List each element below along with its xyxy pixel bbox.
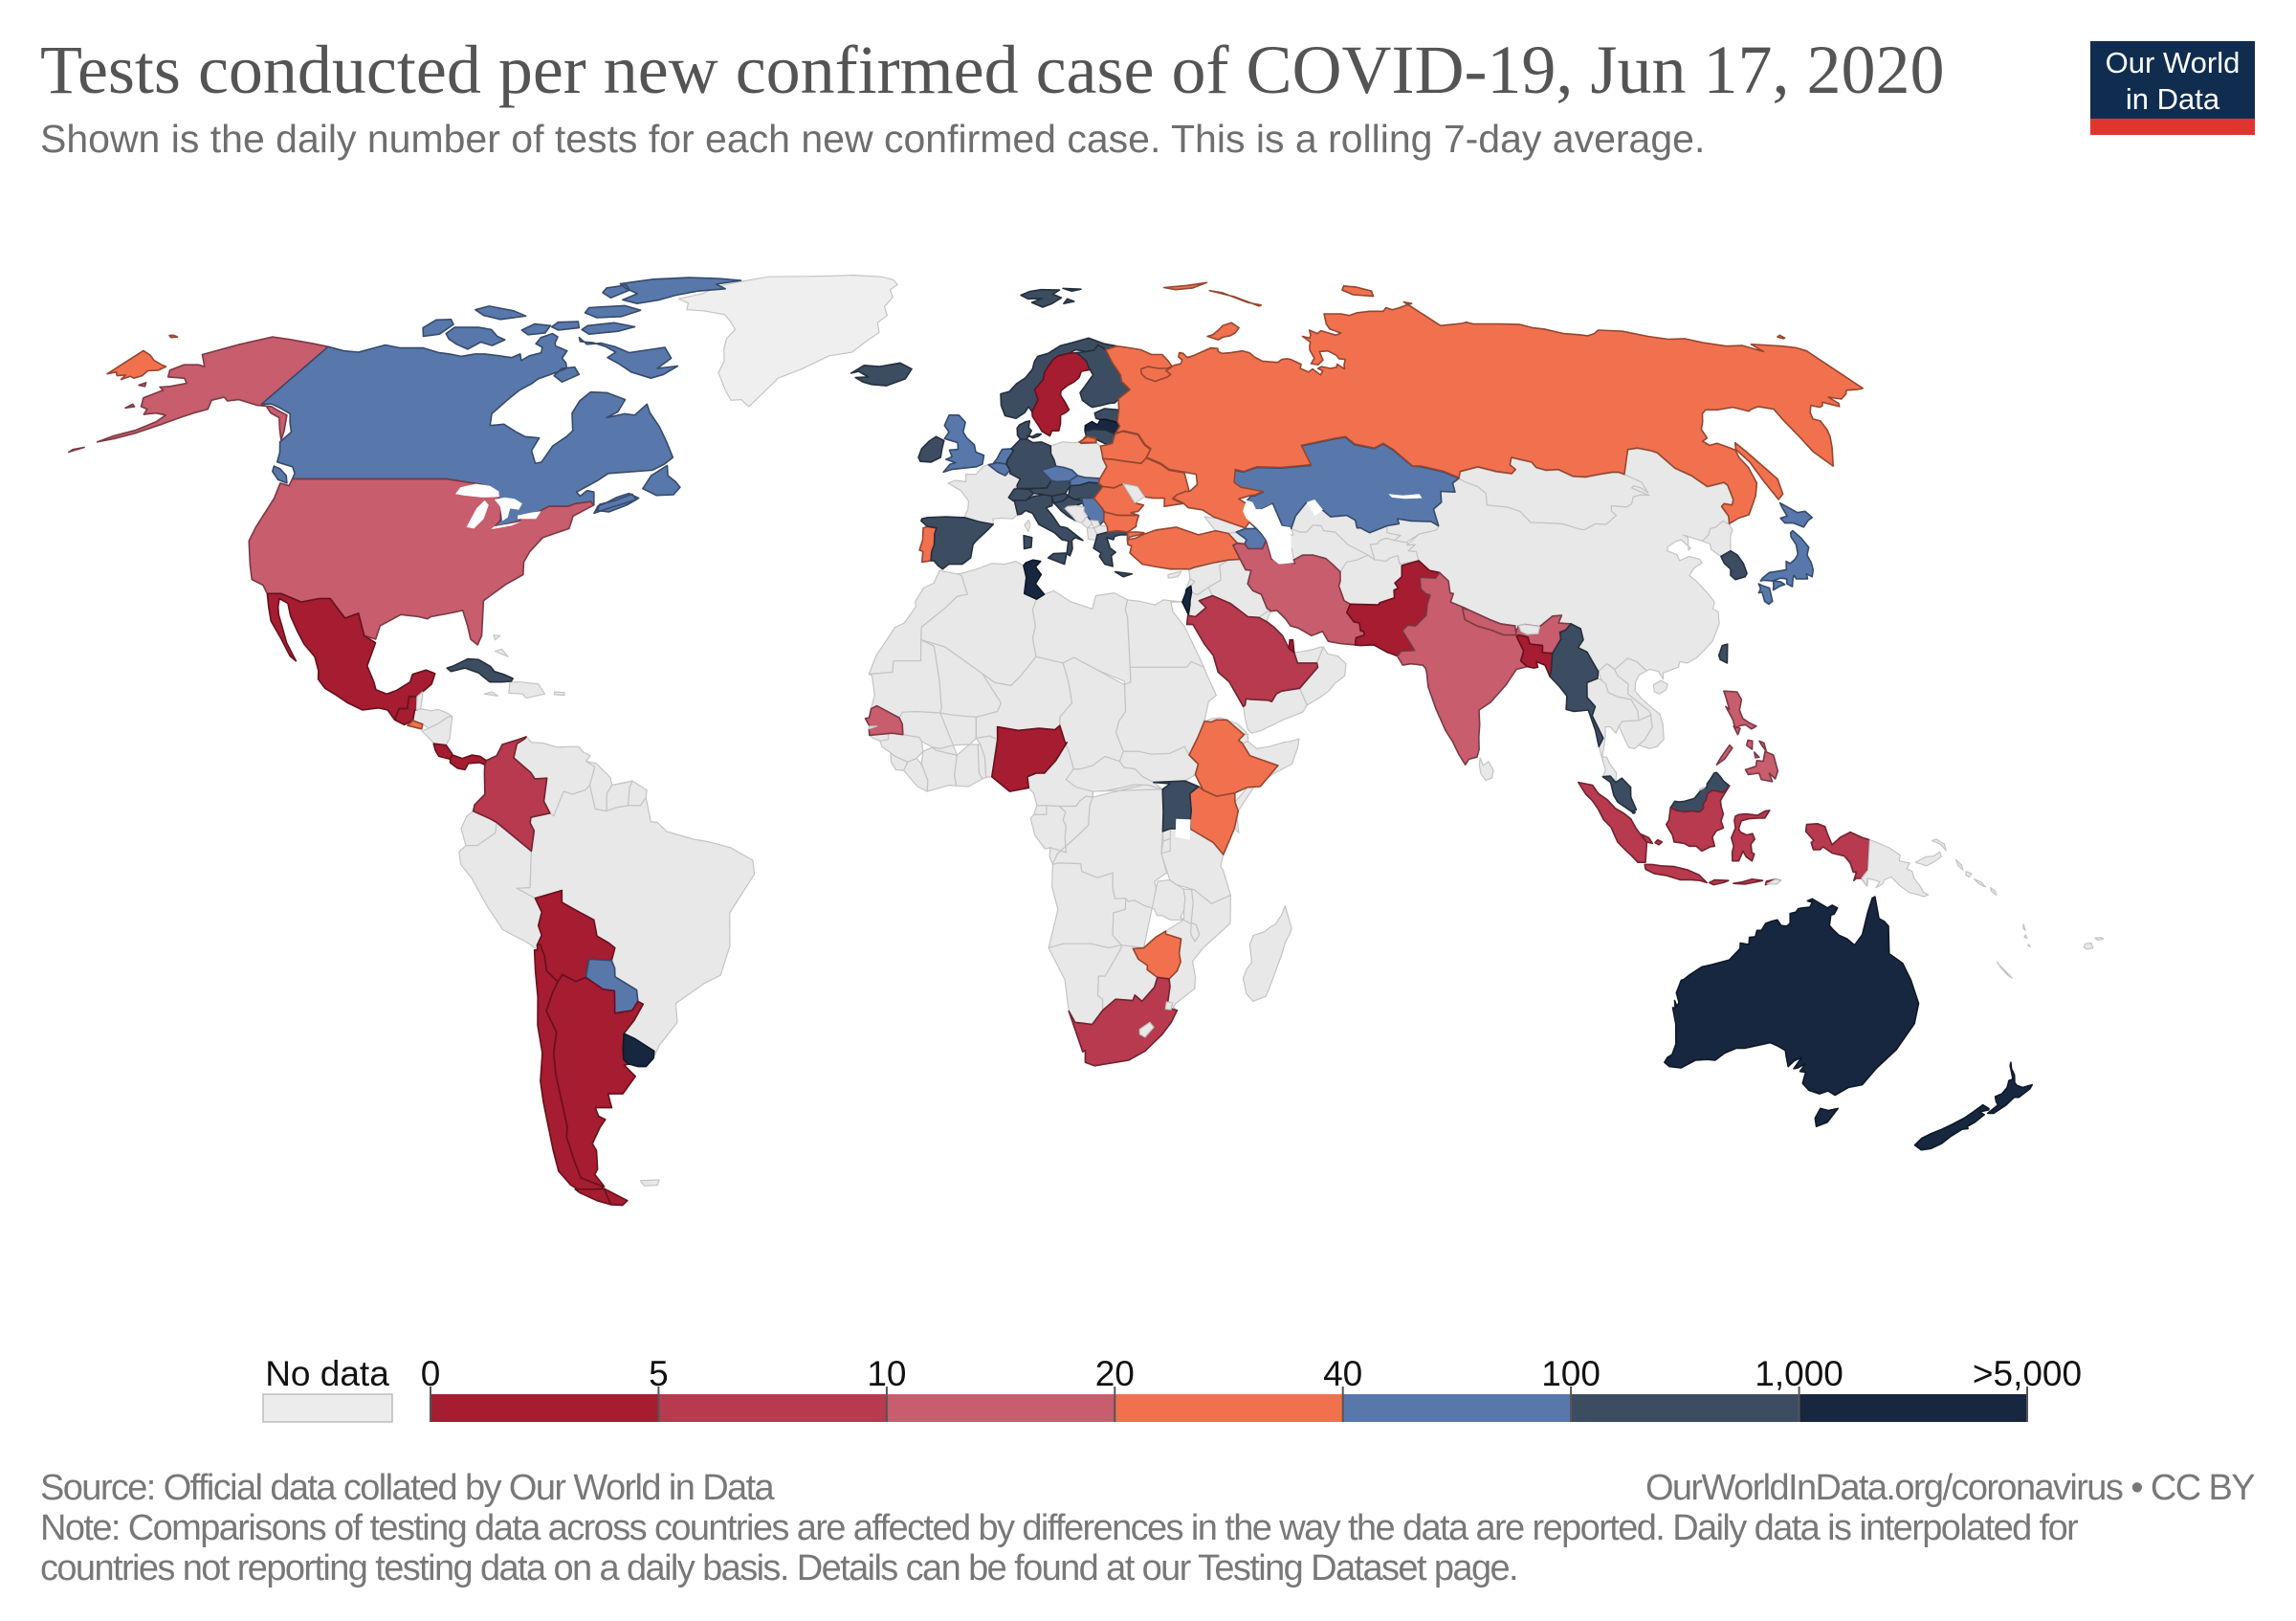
svg-text:No data: No data (265, 1354, 389, 1393)
svg-text:1,000: 1,000 (1755, 1354, 1843, 1393)
svg-text:0: 0 (421, 1354, 441, 1393)
svg-text:>5,000: >5,000 (1973, 1354, 2082, 1393)
svg-text:10: 10 (867, 1354, 906, 1393)
svg-text:40: 40 (1323, 1354, 1362, 1393)
svg-text:20: 20 (1095, 1354, 1135, 1393)
svg-text:100: 100 (1541, 1354, 1601, 1393)
svg-text:5: 5 (649, 1354, 669, 1393)
